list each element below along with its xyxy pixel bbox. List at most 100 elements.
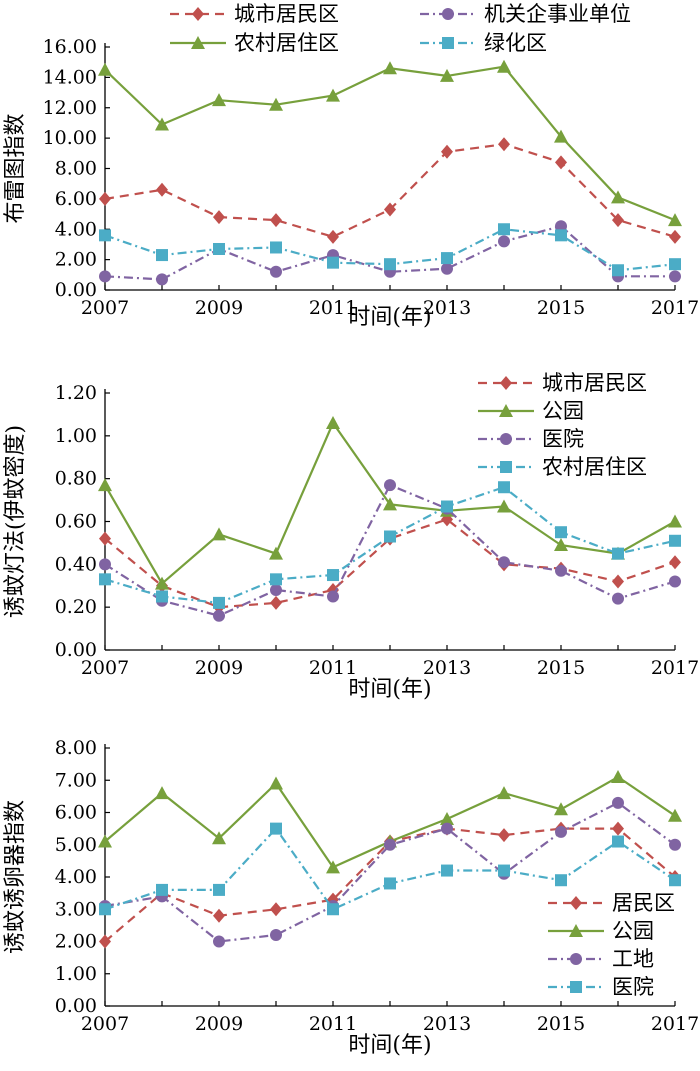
data-point [440,811,454,825]
series-line [104,143,676,238]
legend-entry: 城市居民区 [478,371,647,395]
legend-marker [500,461,512,473]
y-tick-label: 0.60 [55,511,97,533]
data-point [98,478,112,492]
y-axis-label: 诱蚊灯法(伊蚊密度) [3,425,28,618]
y-tick-label: 1.00 [55,963,97,985]
legend-marker [191,36,205,49]
series-line [104,224,675,281]
chart-panel-2: 0.00 0.20 0.40 0.60 0.80 1.00 1.20 2007 2009 2011… [3,371,699,702]
data-point [269,97,283,111]
legend-marker [570,896,582,910]
data-point [554,129,568,143]
x-tick-label: 2013 [423,657,471,679]
data-point [441,822,453,835]
x-tick-label: 2017 [651,1013,699,1035]
data-point [270,265,282,278]
data-point [98,62,112,76]
data-point [498,137,510,152]
legend-entry: 机关企事业单位 [420,2,631,26]
legend-label: 居民区 [612,891,675,915]
y-tick-label: 6.00 [55,802,97,824]
x-tick-label: 2009 [195,657,243,679]
data-point [384,838,396,851]
data-point [270,929,282,942]
chart-panel-1: 0.00 2.00 4.00 6.00 8.00 10.00 12.00 14.00 16.00… [3,2,699,330]
data-point [213,935,225,948]
data-point [156,249,168,262]
data-point [612,592,624,605]
legend-entry: 居民区 [548,891,675,915]
y-tick-label: 0.00 [55,995,97,1017]
x-tick-label: 2011 [309,1013,357,1035]
series-2 [98,415,682,590]
data-point [554,802,568,816]
legend-label: 农村居住区 [234,31,339,55]
series-2 [99,220,681,286]
legend-marker [500,376,512,390]
data-point [612,264,624,277]
data-point [326,860,340,874]
y-tick-label: 7.00 [55,769,97,791]
x-tick-label: 2017 [651,297,699,319]
data-point [669,534,681,547]
data-point [669,874,681,887]
y-axis-label: 诱蚊诱卵器指数 [3,800,28,954]
legend-entry: 城市居民区 [170,2,339,26]
data-point [99,531,111,546]
legend-label: 机关企事业单位 [484,2,631,26]
series-line [104,483,676,617]
data-point [212,93,226,107]
y-tick-label: 4.00 [55,218,97,240]
data-point [612,835,624,848]
data-point [669,575,681,588]
data-point [669,555,681,570]
data-point [327,569,339,582]
legend-marker [570,953,582,965]
legend-label: 绿化区 [484,31,547,55]
data-point [554,538,568,552]
data-point [498,481,510,494]
y-tick-label: 6.00 [55,188,97,210]
data-point [99,558,111,571]
y-tick-label: 16.00 [43,36,97,58]
legend-label: 农村居住区 [542,455,647,479]
series-4 [99,822,681,916]
legend-entry: 农村居住区 [478,455,647,479]
data-point [384,202,396,217]
data-point [555,526,567,539]
data-point [327,229,339,244]
legend-label: 城市居民区 [234,2,339,26]
data-point [498,235,510,248]
data-point [99,934,111,949]
data-point [668,514,682,528]
legend-entry: 农村居住区 [170,31,339,55]
series-4 [99,223,681,277]
data-point [213,908,225,923]
data-point [612,574,624,589]
data-point [611,770,625,784]
data-point [270,241,282,254]
x-tick-label: 2013 [423,1013,471,1035]
x-tick-label: 2011 [309,297,357,319]
y-tick-label: 0.40 [55,553,97,575]
x-axis-label: 时间(年) [348,1033,431,1058]
data-point [441,144,453,159]
legend-label: 城市居民区 [542,371,647,395]
y-tick-label: 0.80 [55,468,97,490]
data-point [270,573,282,586]
series-line [104,801,676,943]
data-point [441,252,453,265]
data-point [555,220,567,233]
data-point [156,182,168,197]
data-point [270,213,282,228]
legend-entry: 医院 [548,975,654,999]
y-tick-label: 2.00 [55,931,97,953]
data-point [555,564,567,577]
legend-entry: 工地 [548,947,654,971]
data-point [212,527,226,541]
x-axis-label: 时间(年) [348,305,431,330]
series-1 [99,137,681,244]
data-point [155,786,169,800]
data-point [555,874,567,887]
